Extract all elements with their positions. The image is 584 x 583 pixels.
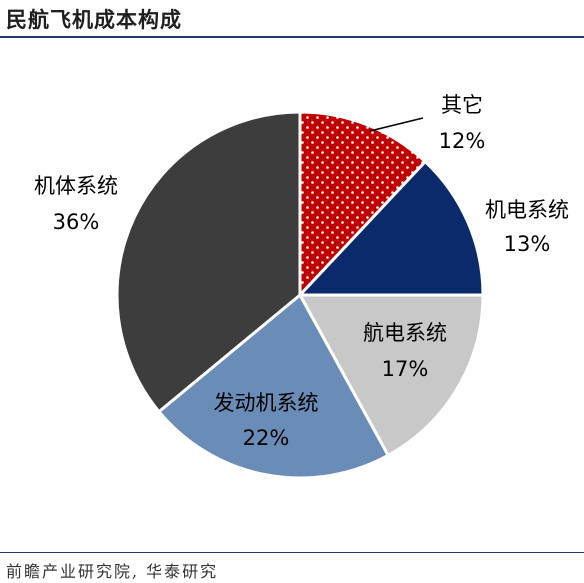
pie-slice-0 — [298, 110, 427, 297]
title-rule — [0, 36, 584, 38]
slice-value-0: 12% — [439, 129, 486, 153]
slice-value-4: 36% — [53, 210, 100, 234]
slice-value-3: 22% — [243, 426, 290, 450]
pie-slice-4 — [115, 110, 302, 414]
slice-label-1: 机电系统 — [485, 198, 569, 222]
slice-value-2: 17% — [382, 357, 429, 381]
slice-label-3: 发动机系统 — [214, 391, 319, 415]
slice-value-1: 13% — [504, 232, 551, 256]
leader-line-other — [369, 117, 424, 132]
source-rule — [0, 552, 584, 553]
pie-slice-2 — [298, 293, 485, 457]
source-note: 前瞻产业研究院, 华泰研究 — [6, 562, 219, 581]
slice-label-2: 航电系统 — [363, 321, 447, 345]
slice-label-4: 机体系统 — [34, 174, 118, 198]
pie-slice-1 — [298, 160, 485, 297]
chart-title: 民航飞机成本构成 — [6, 7, 182, 32]
pie-slice-3 — [157, 293, 390, 480]
slice-label-0: 其它 — [441, 93, 483, 117]
